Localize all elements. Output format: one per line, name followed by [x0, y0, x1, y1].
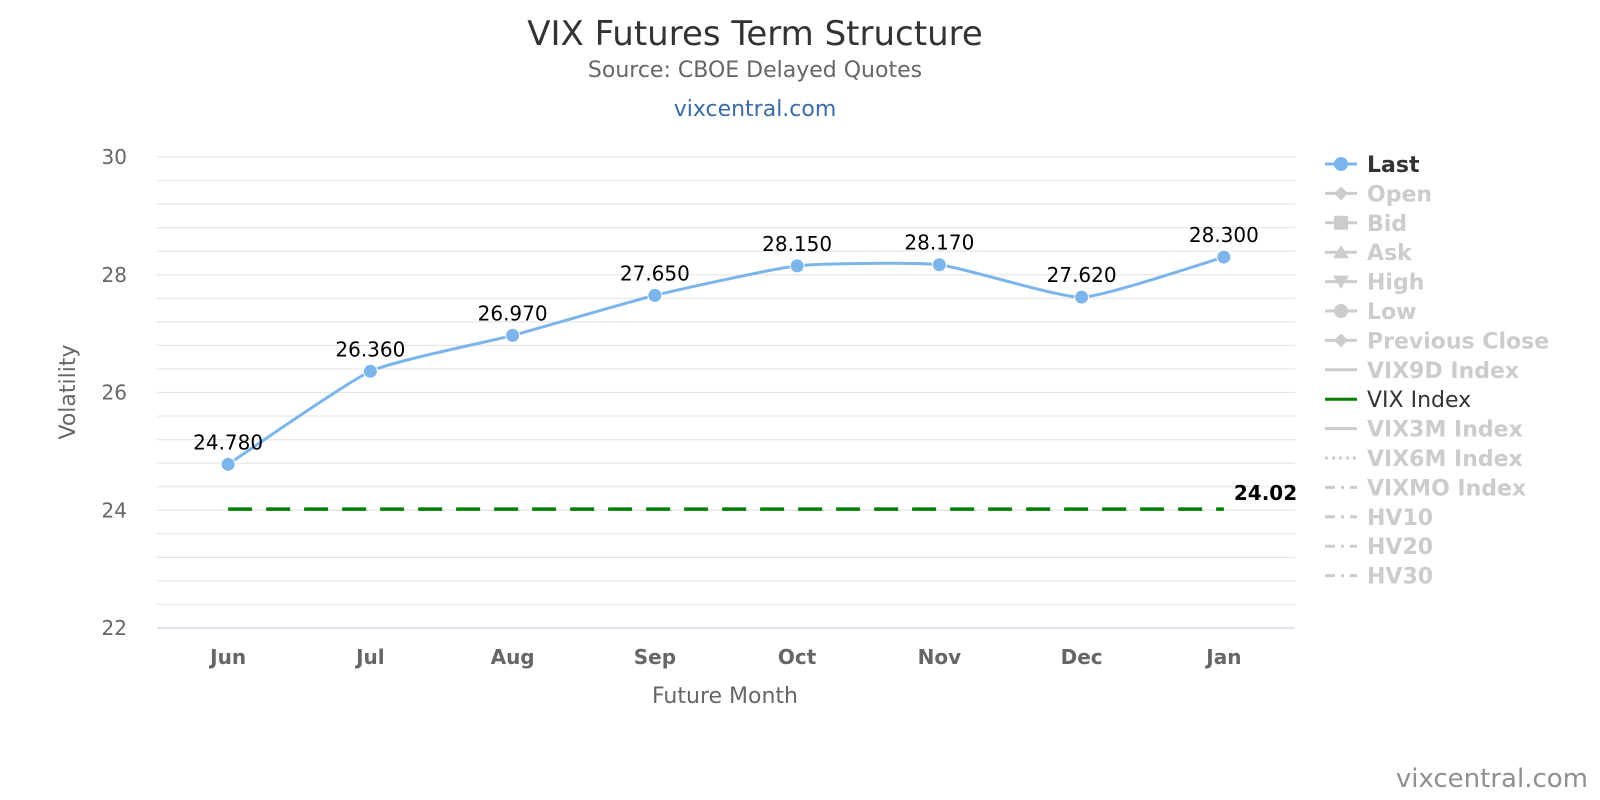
legend-label: HV20 [1367, 535, 1433, 560]
legend-item-open[interactable]: Open [1325, 182, 1432, 207]
last-series-point[interactable] [647, 287, 663, 303]
last-data-label: 27.620 [1047, 263, 1117, 287]
last-series-point[interactable] [931, 257, 947, 273]
last-series-point[interactable] [220, 456, 236, 472]
legend-label: HV10 [1367, 506, 1433, 531]
legend-label: HV30 [1367, 565, 1433, 590]
legend-item-last[interactable]: Last [1325, 153, 1420, 178]
legend-item-bid[interactable]: Bid [1325, 212, 1407, 237]
x-tick-label: Jun [208, 645, 246, 669]
legend-item-low[interactable]: Low [1325, 300, 1416, 325]
legend-item-ask[interactable]: Ask [1325, 241, 1413, 266]
x-tick-label: Nov [918, 645, 962, 669]
last-data-label: 28.150 [762, 232, 832, 256]
legend-diamond-icon [1334, 333, 1348, 348]
x-tick-label: Aug [491, 645, 535, 669]
last-series-point[interactable] [505, 327, 521, 343]
legend-label: Low [1367, 300, 1416, 325]
legend-label: VIX Index [1367, 388, 1471, 413]
legend-label: Bid [1367, 212, 1407, 237]
last-data-label: 26.970 [478, 301, 548, 325]
credits-link[interactable]: vixcentral.com [1395, 764, 1588, 794]
grid-lines [157, 156, 1295, 629]
x-axis-title: Future Month [652, 684, 798, 709]
legend-label: VIX6M Index [1367, 447, 1523, 472]
legend-label: VIXMO Index [1367, 476, 1526, 501]
legend-item-hv20[interactable]: HV20 [1325, 535, 1433, 560]
legend-label: High [1367, 271, 1424, 296]
legend-square-icon [1334, 215, 1348, 230]
legend-label: VIX9D Index [1367, 359, 1519, 384]
last-data-label: 26.360 [335, 337, 405, 361]
x-tick-label: Jul [354, 645, 385, 669]
x-tick-label: Dec [1061, 645, 1103, 669]
y-tick-label: 26 [102, 381, 127, 405]
y-axis: 22 24 26 28 30 [102, 145, 127, 640]
legend-triangle-icon [1333, 245, 1349, 259]
y-tick-label: 30 [102, 145, 127, 169]
last-data-label: 28.170 [904, 231, 974, 255]
x-axis: Jun Jul Aug Sep Oct Nov Dec Jan [208, 645, 1241, 669]
chart-subtitle: Source: CBOE Delayed Quotes [587, 58, 923, 83]
x-tick-label: Oct [778, 645, 817, 669]
chart-title: VIX Futures Term Structure [527, 14, 983, 54]
legend-label: Ask [1367, 241, 1413, 266]
legend-label: VIX3M Index [1367, 418, 1523, 443]
legend-item-previous-close[interactable]: Previous Close [1325, 329, 1549, 354]
last-data-label: 27.650 [620, 261, 690, 285]
legend-label: Previous Close [1367, 329, 1549, 354]
last-series-point[interactable] [789, 258, 805, 274]
y-axis-title: Volatility [56, 344, 81, 439]
y-tick-label: 28 [102, 263, 127, 287]
legend-item-vix6m-index[interactable]: VIX6M Index [1325, 447, 1523, 472]
data-labels: 24.780 26.360 26.970 27.650 28.150 28.170 27.6… [193, 223, 1297, 505]
legend-item-hv10[interactable]: HV10 [1325, 506, 1433, 531]
series [220, 249, 1232, 511]
legend-circle-icon [1334, 157, 1348, 171]
vix-index-label: 24.02 [1234, 481, 1297, 505]
legend-item-vixmo-index[interactable]: VIXMO Index [1325, 476, 1526, 501]
y-tick-label: 22 [102, 616, 127, 640]
legend-item-vix3m-index[interactable]: VIX3M Index [1325, 418, 1523, 443]
legend: Last Open Bid Ask High Low Previous Close VIX9D… [1325, 153, 1549, 590]
last-series-point[interactable] [362, 363, 378, 379]
legend-triangle-down-icon [1333, 275, 1349, 289]
legend-item-high[interactable]: High [1325, 271, 1424, 296]
legend-item-hv30[interactable]: HV30 [1325, 565, 1433, 590]
last-series-point[interactable] [1074, 289, 1090, 305]
last-data-label: 24.780 [193, 430, 263, 454]
legend-circle-icon [1334, 304, 1348, 318]
y-tick-label: 24 [102, 498, 127, 522]
legend-label: Last [1367, 153, 1420, 178]
x-tick-label: Jan [1204, 645, 1241, 669]
legend-diamond-icon [1334, 186, 1348, 201]
legend-item-vix-index[interactable]: VIX Index [1325, 388, 1471, 413]
last-data-label: 28.300 [1189, 223, 1259, 247]
legend-label: Open [1367, 182, 1432, 207]
x-tick-label: Sep [634, 645, 676, 669]
legend-item-vix9d-index[interactable]: VIX9D Index [1325, 359, 1519, 384]
source-link[interactable]: vixcentral.com [673, 97, 837, 122]
last-series-point[interactable] [1216, 249, 1232, 265]
